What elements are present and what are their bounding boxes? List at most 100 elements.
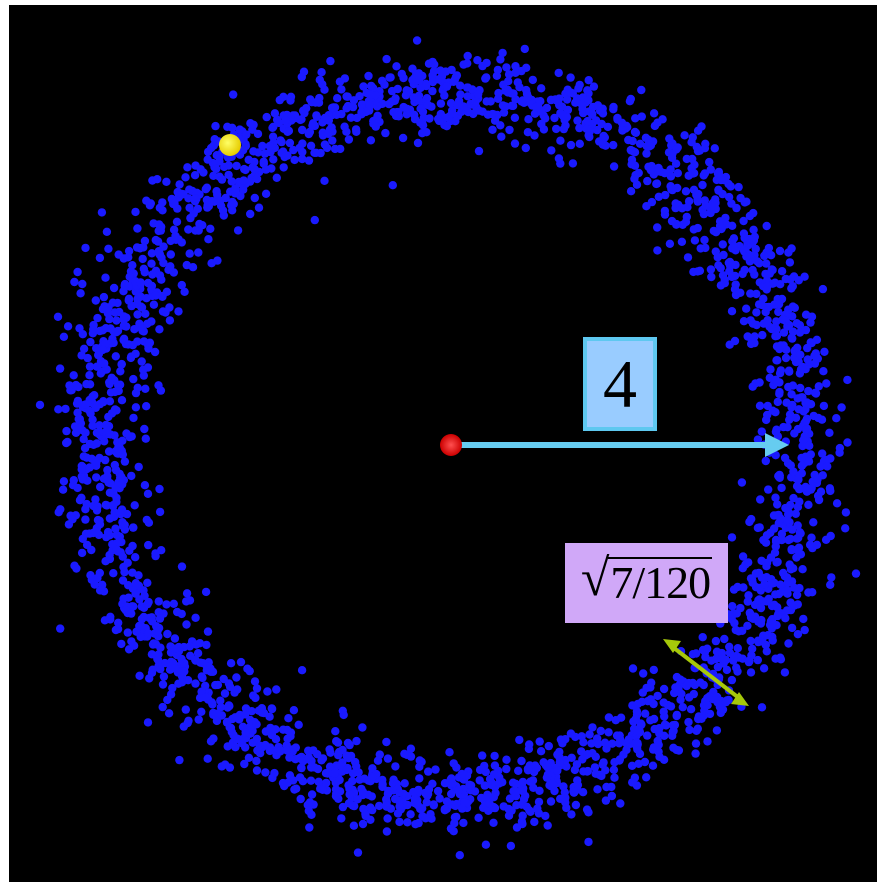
ring-point [770, 600, 779, 609]
ring-point [646, 165, 655, 175]
ring-point [223, 703, 232, 712]
ring-point [546, 95, 556, 105]
ring-point [766, 365, 775, 374]
ring-point [772, 331, 782, 341]
ring-point [654, 740, 663, 749]
ring-point [474, 146, 484, 156]
ring-point [254, 706, 263, 715]
ring-point [263, 687, 272, 696]
ring-point [241, 141, 250, 151]
ring-point [329, 103, 338, 112]
ring-point [335, 775, 344, 785]
ring-point [691, 749, 700, 758]
ring-point [368, 805, 377, 815]
ring-point [133, 383, 142, 392]
ring-point [125, 432, 134, 442]
ring-point [827, 573, 836, 582]
ring-point [359, 804, 368, 814]
ring-point [261, 768, 270, 777]
ring-point [95, 568, 105, 578]
ring-point [136, 632, 145, 642]
ring-point [429, 800, 438, 809]
ring-point [575, 123, 584, 133]
ring-point [711, 636, 721, 646]
ring-point [267, 704, 276, 713]
ring-point [220, 162, 229, 172]
ring-point [98, 345, 107, 355]
ring-point [765, 620, 775, 630]
ring-point [765, 269, 774, 278]
ring-point [114, 618, 123, 627]
ring-point [700, 706, 709, 715]
ring-point [124, 593, 133, 602]
ring-point [318, 754, 328, 763]
ring-point [712, 726, 722, 735]
ring-point [571, 98, 580, 107]
ring-point [421, 788, 430, 798]
ring-point [781, 274, 790, 284]
ring-point [124, 581, 133, 590]
ring-point [763, 281, 772, 291]
ring-point [391, 762, 400, 771]
ring-point [771, 542, 780, 551]
width-arrow [663, 639, 749, 706]
ring-point [585, 730, 594, 739]
ring-point [566, 88, 575, 97]
ring-point [504, 70, 514, 79]
ring-point [137, 357, 146, 366]
ring-point [58, 485, 68, 494]
ring-point [731, 280, 740, 289]
ring-point [213, 256, 222, 265]
ring-point [353, 848, 363, 857]
ring-point [313, 764, 323, 774]
ring-point [151, 235, 160, 245]
ring-point [730, 336, 740, 346]
ring-point [511, 779, 521, 789]
ring-point [447, 65, 456, 75]
ring-point [368, 772, 377, 782]
ring-point [241, 710, 250, 719]
ring-point [349, 821, 359, 830]
ring-point [358, 723, 367, 732]
ring-point [101, 324, 111, 333]
ring-point [510, 139, 520, 148]
ring-point [290, 155, 299, 165]
ring-point [777, 267, 787, 276]
ring-point [226, 723, 236, 733]
ring-point [285, 138, 295, 148]
ring-point [750, 270, 759, 279]
ring-point [91, 403, 101, 412]
radius-label: 4 [583, 337, 657, 431]
ring-point [783, 589, 792, 598]
ring-point [358, 787, 368, 796]
ring-point [654, 163, 663, 173]
point-cloud [35, 36, 861, 860]
ring-point [593, 101, 603, 110]
ring-point [252, 720, 261, 729]
ring-point [783, 578, 793, 588]
ring-point [122, 509, 132, 519]
ring-point [795, 485, 804, 494]
ring-point [91, 495, 100, 504]
ring-point [732, 609, 741, 618]
ring-point [566, 729, 576, 738]
ring-point [436, 66, 445, 75]
ring-point [797, 461, 807, 470]
ring-point [283, 151, 292, 160]
ring-point [414, 91, 424, 100]
ring-point [283, 127, 292, 136]
ring-point [183, 718, 192, 728]
ring-point [502, 63, 511, 72]
ring-point [159, 672, 169, 681]
ring-point [755, 523, 764, 532]
ring-point [486, 97, 495, 106]
ring-point [183, 163, 192, 172]
ring-point [573, 116, 582, 125]
ring-point [787, 623, 797, 633]
ring-point [415, 774, 424, 783]
ring-point [447, 774, 456, 783]
ring-point [333, 94, 342, 103]
ring-point [647, 678, 656, 687]
ring-point [776, 580, 785, 589]
ring-point [518, 786, 528, 796]
